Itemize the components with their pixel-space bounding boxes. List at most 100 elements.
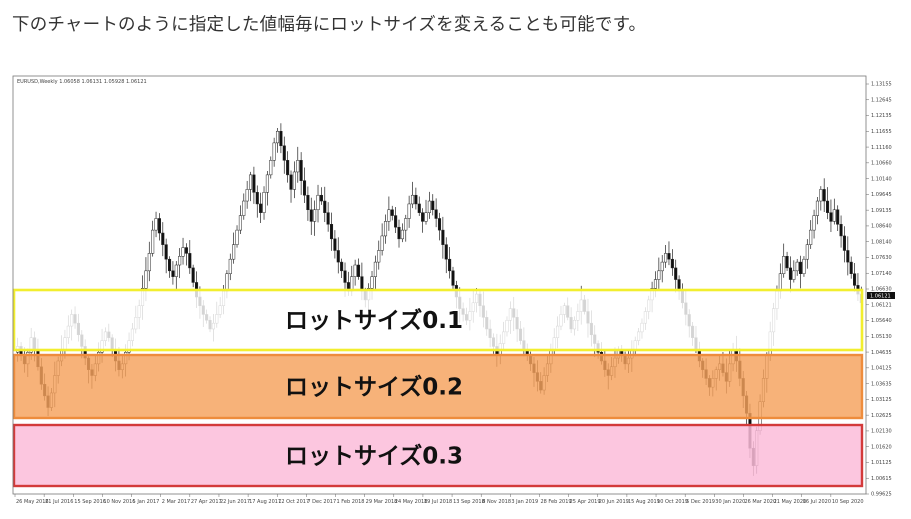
lot-zone-box bbox=[12, 288, 864, 352]
candle bbox=[846, 236, 850, 276]
x-tick-label: 20 Jun 2019 bbox=[599, 499, 629, 505]
candle bbox=[842, 226, 846, 263]
candle bbox=[279, 123, 283, 154]
candle bbox=[336, 237, 340, 274]
y-tick-label: 1.04125 bbox=[871, 366, 892, 372]
price-axis: 1.13155 1.12645 1.12135 1.11655 1.11160 1.106… bbox=[866, 82, 895, 498]
candle bbox=[802, 256, 806, 277]
candle bbox=[812, 209, 816, 239]
x-tick-label: 24 May 2018 bbox=[395, 499, 428, 505]
y-tick-label: 1.03635 bbox=[871, 381, 892, 387]
candle bbox=[161, 222, 165, 257]
x-tick-label: 21 Jul 2016 bbox=[45, 499, 73, 505]
y-tick-label: 1.10660 bbox=[871, 161, 892, 167]
candle bbox=[164, 238, 168, 274]
candle bbox=[390, 205, 394, 221]
x-tick-label: 5 Dec 2019 bbox=[686, 499, 715, 505]
x-tick-label: 1 Feb 2018 bbox=[337, 499, 365, 505]
zone-layer: ロットサイズ0.1 ロットサイズ0.2 ロットサイズ0.3 bbox=[12, 288, 864, 488]
candle bbox=[157, 213, 161, 241]
y-tick-label: 1.13155 bbox=[871, 82, 892, 88]
candle bbox=[795, 258, 799, 276]
candle bbox=[414, 187, 418, 210]
candle bbox=[272, 137, 276, 167]
candle bbox=[289, 170, 293, 203]
x-tick-label: 7 Dec 2017 bbox=[307, 499, 336, 505]
y-tick-label: 1.08140 bbox=[871, 239, 892, 245]
y-tick-label: 1.00615 bbox=[871, 476, 892, 482]
candle bbox=[822, 178, 826, 213]
candle bbox=[259, 192, 263, 224]
x-tick-label: 8 Nov 2018 bbox=[482, 499, 511, 505]
lot-zone: ロットサイズ0.1 bbox=[12, 288, 864, 352]
candle bbox=[329, 212, 334, 251]
candle bbox=[235, 225, 239, 248]
candle bbox=[275, 127, 280, 153]
lot-zone-label: ロットサイズ0.3 bbox=[285, 443, 463, 470]
lot-zone-box bbox=[12, 353, 864, 420]
candle bbox=[417, 196, 421, 216]
candle bbox=[788, 256, 792, 293]
candle bbox=[171, 261, 175, 285]
candle bbox=[799, 255, 803, 289]
candle bbox=[832, 198, 836, 225]
lot-zone: ロットサイズ0.2 bbox=[12, 353, 864, 420]
candle bbox=[667, 241, 671, 266]
lot-zone: ロットサイズ0.3 bbox=[12, 423, 864, 488]
candle bbox=[815, 197, 819, 225]
candle bbox=[154, 211, 158, 238]
y-tick-label: 1.04635 bbox=[871, 350, 892, 356]
x-tick-label: 15 Aug 2019 bbox=[628, 499, 660, 505]
candle bbox=[380, 223, 384, 256]
candle bbox=[181, 237, 185, 265]
x-tick-label: 26 Mar 2020 bbox=[744, 499, 776, 505]
candle bbox=[407, 195, 411, 228]
candle bbox=[262, 186, 266, 220]
candle bbox=[147, 241, 151, 282]
candle bbox=[282, 136, 286, 174]
candle bbox=[296, 146, 300, 183]
candle bbox=[657, 257, 661, 291]
candle bbox=[151, 220, 155, 257]
x-tick-label: 10 Nov 2016 bbox=[103, 499, 135, 505]
candle bbox=[174, 261, 178, 292]
candle bbox=[404, 214, 408, 242]
candle bbox=[168, 256, 172, 278]
candle bbox=[451, 266, 455, 291]
price-chart: ロットサイズ0.1 ロットサイズ0.2 ロットサイズ0.3 EURUSD,Weekl… bbox=[9, 72, 899, 506]
candle bbox=[245, 180, 249, 209]
x-tick-label: 10 Sep 2020 bbox=[832, 499, 864, 505]
page-heading: 下のチャートのように指定した値幅毎にロットサイズを変えることも可能です。 bbox=[12, 15, 647, 35]
y-tick-label: 1.11160 bbox=[871, 145, 892, 151]
candle bbox=[437, 212, 442, 241]
x-tick-label: 12 Oct 2017 bbox=[278, 499, 309, 505]
candle bbox=[670, 249, 674, 276]
plot-frame bbox=[12, 75, 867, 495]
x-tick-label: 16 Jul 2020 bbox=[803, 499, 831, 505]
y-tick-label: 1.05640 bbox=[871, 318, 892, 324]
candle bbox=[660, 255, 664, 283]
x-tick-label: 25 Apr 2019 bbox=[570, 499, 601, 505]
y-tick-label: 1.10140 bbox=[871, 176, 892, 182]
x-tick-label: 27 Apr 2017 bbox=[191, 499, 222, 505]
candle bbox=[448, 246, 452, 279]
current-price-marker: 1.06121 bbox=[867, 292, 895, 300]
candle bbox=[373, 255, 377, 291]
candle bbox=[340, 258, 344, 279]
candle bbox=[434, 198, 438, 228]
candle bbox=[805, 239, 809, 269]
candle bbox=[421, 208, 425, 233]
candle bbox=[292, 161, 296, 199]
candle bbox=[427, 191, 431, 219]
y-tick-label: 1.06121 bbox=[871, 302, 892, 308]
y-tick-label: 1.03125 bbox=[871, 397, 892, 403]
candle bbox=[400, 223, 404, 243]
lot-zone-label: ロットサイズ0.1 bbox=[285, 307, 463, 334]
candle bbox=[184, 243, 188, 266]
candle bbox=[252, 166, 256, 204]
candle bbox=[228, 253, 232, 281]
x-tick-label: 30 Jan 2020 bbox=[715, 499, 745, 505]
candle bbox=[255, 185, 259, 218]
candle bbox=[853, 262, 857, 292]
candle bbox=[302, 167, 307, 203]
